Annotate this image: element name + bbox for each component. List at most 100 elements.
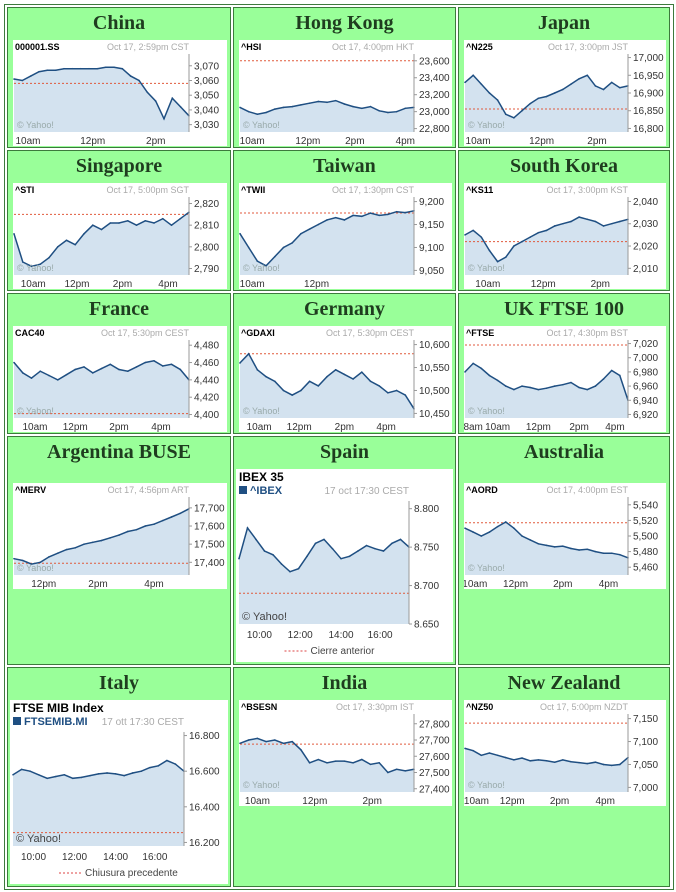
chart-card[interactable]: ^GDAXI Oct 17, 5:30pm CEST 10,600 10,550 10,…: [239, 326, 452, 432]
chart-card[interactable]: ^KS11 Oct 17, 3:00pm KST 2,040 2,030 2,020 2,…: [464, 183, 666, 289]
price-point: [537, 543, 540, 545]
x-tick-label: 12pm: [287, 422, 312, 432]
price-point: [343, 373, 346, 376]
x-tick-label: 4pm: [599, 579, 618, 589]
chart-card[interactable]: ^MERV Oct 17, 4:56pm ART 17,700 17,600 17,50…: [13, 483, 227, 589]
price-point: [352, 214, 354, 217]
price-point: [521, 535, 523, 537]
chart-card[interactable]: ^NZ50 Oct 17, 5:00pm NZDT 7,150 7,100 7,050 7…: [464, 700, 666, 806]
price-point: [378, 214, 380, 217]
y-tick-label: 16.400: [189, 802, 220, 813]
y-tick-label: 10,450: [419, 409, 450, 420]
price-point: [382, 550, 385, 552]
chart-header: IBEX 35: [239, 470, 284, 484]
price-point: [586, 74, 589, 77]
x-tick-label: 10am: [464, 796, 489, 806]
price-point: [361, 758, 363, 761]
price-point: [513, 759, 515, 761]
market-title: Japan: [537, 12, 591, 34]
price-point: [480, 535, 483, 537]
y-tick-label: 23,400: [419, 73, 450, 84]
price-area: [465, 217, 628, 275]
price-point: [91, 224, 94, 226]
price-point: [334, 369, 337, 371]
price-point: [129, 75, 132, 77]
price-point: [504, 385, 507, 387]
chart-card[interactable]: 000001.SS Oct 17, 2:59pm CST 3,070 3,060 3,0…: [13, 40, 227, 146]
price-point: [387, 213, 389, 216]
market-cell: Taiwan ^TWII Oct 17, 1:30pm CST 9,200 9,150 9…: [233, 150, 456, 291]
price-point: [83, 543, 85, 545]
price-point: [619, 553, 621, 556]
price-point: [464, 234, 466, 236]
x-tick-label: 2pm: [550, 796, 569, 806]
market-title: South Korea: [510, 155, 618, 177]
x-tick-label: 4pm: [151, 422, 170, 432]
price-point: [30, 265, 33, 268]
price-point: [610, 222, 613, 225]
market-title: France: [89, 298, 149, 320]
price-point: [496, 99, 499, 101]
y-tick-label: 17,700: [194, 503, 225, 514]
x-tick-label: 12pm: [63, 422, 88, 432]
chart-card[interactable]: ^FTSE Oct 17, 4:30pm BST 7,020 7,000 6,980 6,…: [464, 326, 666, 432]
chart-symbol: 000001.SS: [15, 42, 60, 52]
chart-timestamp: Oct 17, 3:30pm IST: [336, 702, 415, 712]
price-point: [274, 255, 276, 258]
price-point: [610, 369, 613, 372]
price-point: [54, 69, 57, 71]
price-point: [247, 110, 250, 113]
chart-svg: ^KS11 Oct 17, 3:00pm KST 2,040 2,030 2,020 2,…: [464, 185, 658, 289]
price-point: [586, 388, 589, 391]
market-title: Hong Kong: [295, 12, 394, 34]
price-point: [265, 375, 267, 378]
market-title: Argentina BUSE: [47, 441, 191, 463]
chart-card[interactable]: ^STI Oct 17, 5:00pm SGT 2,820 2,810 2,800 2,7…: [13, 183, 227, 289]
price-point: [282, 742, 285, 745]
price-point: [170, 224, 173, 226]
y-tick-label: 8.700: [414, 581, 439, 592]
price-area: [239, 527, 409, 624]
price-point: [247, 739, 250, 741]
y-tick-label: 7,150: [633, 714, 658, 725]
chart-timestamp: Oct 17, 4:56pm ART: [108, 485, 190, 495]
price-point: [529, 102, 531, 105]
chart-card[interactable]: IBEX 35 ^IBEX 17 oct 17:30 CEST Cierre ante…: [236, 469, 453, 662]
price-point: [48, 374, 50, 377]
price-point: [114, 773, 117, 775]
chart-card[interactable]: ^N225 Oct 17, 3:00pm JST 17,000 16,950 16,90…: [464, 40, 666, 146]
price-point: [578, 761, 580, 764]
price-point: [326, 761, 328, 764]
price-point: [170, 516, 173, 518]
series-swatch: [239, 486, 247, 494]
price-point: [504, 521, 507, 523]
price-point: [521, 757, 523, 759]
chart-card[interactable]: FTSE MIB Index FTSEMIB.MI 17 ott 17:30 CES…: [10, 700, 228, 884]
price-point: [488, 374, 491, 377]
price-point: [282, 246, 285, 249]
chart-card[interactable]: ^AORD Oct 17, 4:00pm EST 5,540 5,520 5,500 5,…: [464, 483, 666, 589]
price-point: [13, 78, 15, 80]
price-point: [387, 771, 389, 774]
market-title: Germany: [303, 298, 386, 320]
y-tick-label: 3,030: [194, 120, 219, 131]
market-cell: France CAC40 Oct 17, 5:30pm CEST 4,480 4,460…: [7, 293, 231, 434]
chart-card[interactable]: ^TWII Oct 17, 1:30pm CST 9,200 9,150 9,100 9,…: [239, 183, 452, 289]
chart-card[interactable]: ^BSESN Oct 17, 3:30pm IST 27,800 27,700 27,6…: [239, 700, 452, 806]
price-point: [480, 236, 483, 238]
price-point: [314, 542, 317, 545]
y-tick-label: 2,790: [194, 264, 219, 275]
y-tick-label: 2,010: [633, 264, 658, 275]
y-tick-label: 6,920: [633, 410, 658, 421]
price-point: [274, 739, 276, 741]
chart-card[interactable]: CAC40 Oct 17, 5:30pm CEST 4,480 4,460 4,440 4…: [13, 326, 227, 432]
price-point: [247, 352, 250, 355]
market-title: Italy: [99, 672, 139, 694]
chart-card[interactable]: ^HSI Oct 17, 4:00pm HKT 23,600 23,400 23,200…: [239, 40, 452, 146]
chart-symbol: ^NZ50: [466, 702, 493, 712]
y-tick-label: 2,800: [194, 242, 219, 253]
price-point: [179, 217, 182, 220]
y-tick-label: 2,030: [633, 219, 658, 230]
price-area: [14, 508, 189, 575]
price-point: [594, 550, 597, 553]
